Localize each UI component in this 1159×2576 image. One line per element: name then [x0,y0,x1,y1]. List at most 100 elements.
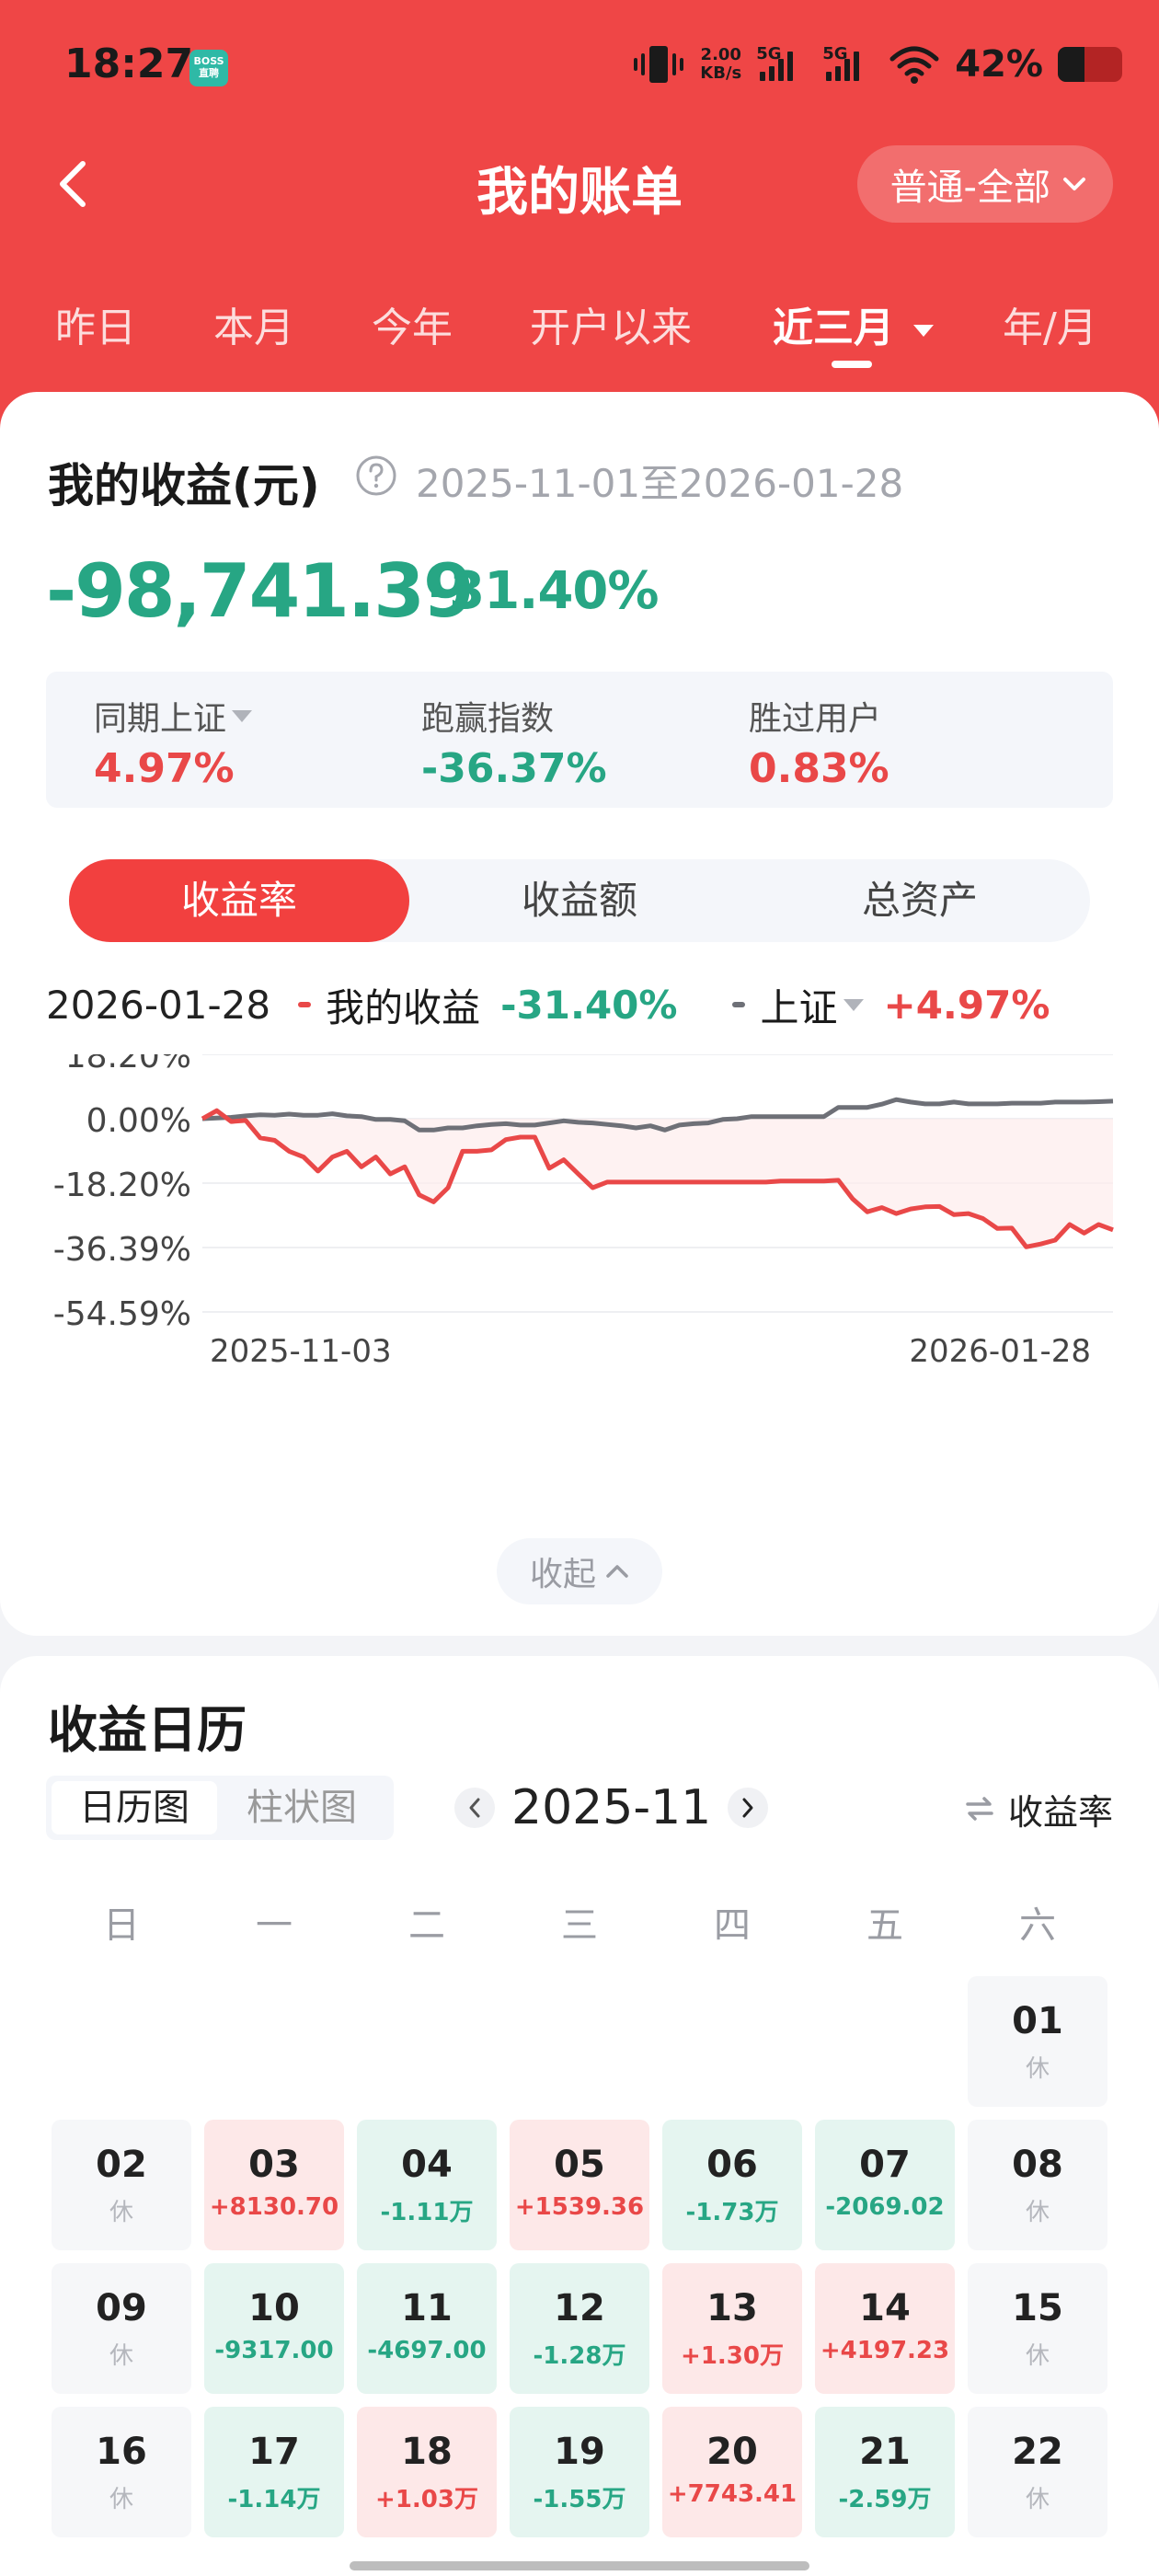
tab-return-rate[interactable]: 收益率 [69,859,409,942]
day-value: -2.59万 [838,2486,932,2513]
chevron-right-icon [742,1798,753,1818]
calendar-day[interactable]: 01 休 [968,1976,1107,2107]
status-time: 18:27 [64,40,194,87]
day-value: 休 [109,2486,133,2513]
day-number: 19 [554,2431,605,2473]
signal-tag-2: 5G [822,44,848,63]
legend-swatch-mine [298,1002,312,1007]
weekday-label: 四 [714,1904,751,1947]
y-tick-label: 18.20% [65,1054,191,1075]
back-arrow-icon[interactable] [50,158,101,210]
account-type-label: 普通-全部 [889,167,1050,209]
legend-date: 2026-01-28 [46,982,271,1028]
tab-return-amount[interactable]: 收益额 [521,878,637,923]
day-value: +1539.36 [514,2193,645,2221]
calendar-day[interactable]: 07 -2069.02 [815,2120,955,2250]
calendar-day[interactable]: 17 -1.14万 [204,2407,344,2537]
day-number: 20 [706,2431,758,2473]
day-value: +1.30万 [681,2342,784,2370]
view-calendar[interactable]: 日历图 [52,1781,217,1834]
compare-beat-users: 胜过用户 0.83% [749,692,889,792]
calendar-day[interactable]: 21 -2.59万 [815,2407,955,2537]
net-speed: 2.00 KB/s [700,46,741,83]
calendar-day[interactable]: 08 休 [968,2120,1107,2250]
day-number: 08 [1012,2144,1063,2186]
next-month-button[interactable] [728,1788,769,1828]
x-tick-label: 2025-11-03 [210,1333,392,1370]
compare-beat-index: 跑赢指数 -36.37% [421,692,607,792]
income-card: 我的收益(元) 2025-11-01至2026-01-28 -98,741.39… [0,392,1159,1636]
legend-index-select[interactable]: 上证 [760,977,864,1033]
calendar-day[interactable]: 20 +7743.41 [662,2407,802,2537]
day-value: -1.28万 [533,2342,626,2370]
calendar-day[interactable]: 13 +1.30万 [662,2263,802,2394]
tab-since-open[interactable]: 开户以来 [530,305,692,351]
calendar-day[interactable]: 22 休 [968,2407,1107,2537]
day-number: 16 [96,2431,147,2473]
tab-yesterday[interactable]: 昨日 [55,305,136,351]
calendar-day[interactable]: 05 +1539.36 [510,2120,649,2250]
calendar-day[interactable]: 19 -1.55万 [510,2407,649,2537]
period-tabs: 昨日 本月 今年 开户以来 近三月 年/月 [0,285,1159,368]
day-value: -1.55万 [533,2486,626,2513]
boss-app-badge-icon: BOSS直聘 [189,50,228,86]
net-speed-value: 2.00 [700,45,741,64]
legend-swatch-index [732,1002,746,1007]
calendar-day[interactable]: 18 +1.03万 [357,2407,497,2537]
return-chart: 18.20% 0.00% -18.20% -36.39% -54.59% 2025-11-… [53,1054,1114,1370]
view-toggle: 日历图 柱状图 [46,1776,394,1840]
income-rate: -31.40% [429,561,659,621]
calendar-day[interactable]: 09 休 [52,2263,191,2394]
signal-icon-2: 5G [822,44,874,81]
tab-this-year[interactable]: 今年 [372,305,453,351]
day-value: -2069.02 [825,2193,945,2221]
chart-legend: 2026-01-28 我的收益 -31.40% 上证 +4.97% [46,977,1113,1032]
calendar-day[interactable]: 10 -9317.00 [204,2263,344,2394]
home-indicator[interactable] [350,2561,809,2570]
income-title: 我的收益(元) [48,459,320,512]
day-value: -1.14万 [227,2486,321,2513]
day-number: 18 [401,2431,453,2473]
metric-switch[interactable]: 收益率 [964,1781,1113,1836]
day-number: 17 [248,2431,300,2473]
compare-value: 0.83% [749,745,889,792]
help-icon[interactable] [355,454,397,497]
signal-tag: 5G [756,44,782,63]
day-number: 22 [1012,2431,1063,2473]
tab-last-three-months[interactable]: 近三月 [773,294,935,353]
calendar-day[interactable]: 06 -1.73万 [662,2120,802,2250]
compare-index-period[interactable]: 同期上证 4.97% [94,692,253,792]
mine-area [202,1110,1113,1248]
tab-this-month[interactable]: 本月 [213,305,294,351]
calendar-day[interactable]: 03 +8130.70 [204,2120,344,2250]
tab-last-three-months-label: 近三月 [773,305,894,351]
compare-label: 同期上证 [94,700,227,738]
day-value: 休 [109,2342,133,2370]
tab-year-month[interactable]: 年/月 [1003,305,1097,351]
day-value: +8130.70 [209,2193,339,2221]
metric-tabs: 收益率 收益额 总资产 [69,859,1090,942]
calendar-day[interactable]: 16 休 [52,2407,191,2537]
calendar-day[interactable]: 04 -1.11万 [357,2120,497,2250]
calendar-day[interactable]: 15 休 [968,2263,1107,2394]
account-type-select[interactable]: 普通-全部 [856,145,1113,223]
calendar-day[interactable]: 02 休 [52,2120,191,2250]
calendar-day[interactable]: 14 +4197.23 [815,2263,955,2394]
view-bar-chart[interactable]: 柱状图 [247,1787,357,1829]
caret-down-icon [232,709,253,722]
weekday-header: 日一二三四五六 [52,1895,1107,1950]
weekday-label: 日 [103,1904,140,1947]
calendar-day[interactable]: 12 -1.28万 [510,2263,649,2394]
prev-month-button[interactable] [454,1788,495,1828]
compare-box: 同期上证 4.97% 跑赢指数 -36.37% 胜过用户 0.83% [46,672,1113,808]
collapse-button[interactable]: 收起 [497,1538,662,1604]
battery-icon [1058,47,1122,82]
weekday-label: 六 [1019,1904,1056,1947]
day-number: 10 [248,2287,300,2329]
day-number: 06 [706,2144,758,2186]
calendar-day[interactable]: 11 -4697.00 [357,2263,497,2394]
day-number: 14 [859,2287,911,2329]
calendar-card: 收益日历 日历图 柱状图 2025-11 收益率 日一二三四五六 01 休 02 休 0… [0,1656,1159,2576]
tab-total-assets[interactable]: 总资产 [861,878,978,923]
day-number: 11 [401,2287,453,2329]
